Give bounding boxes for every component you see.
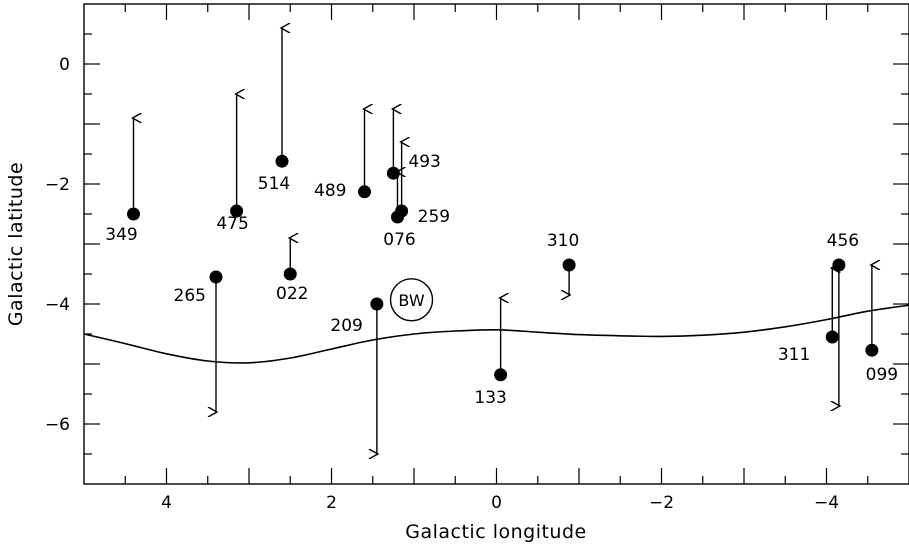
data-point [283,267,297,281]
y-tick-label: 0 [59,55,70,75]
plot-frame [83,3,909,485]
axis-ticks: 4 2 0 −2 −4 0 −2 −4 −6 [45,4,909,513]
annotation-circle [389,278,434,322]
data-point [395,204,409,218]
point-label: 349 [105,225,137,245]
data-point [127,207,140,221]
point-label: 489 [314,181,346,201]
x-tick-label: −2 [649,493,674,513]
data-point [865,343,879,357]
annotation-label: BW [398,291,424,310]
data-point [825,330,839,344]
y-tick-label: −2 [45,175,70,195]
boundary-curve-layer [83,304,909,364]
data-point [230,204,244,218]
point-label: 310 [547,231,579,251]
point-label: 133 [474,388,506,408]
y-axis-title: Galactic latitude [5,162,27,326]
data-point [494,368,508,382]
x-tick-label: 0 [491,493,502,513]
point-label: 076 [383,230,415,250]
point-label: 311 [778,345,810,365]
point-label: 259 [418,207,450,227]
x-tick-label: −4 [814,493,839,513]
data-point [358,185,371,199]
data-point [370,297,384,311]
point-label: 022 [276,284,308,304]
point-label: 475 [216,214,248,234]
data-point [832,258,846,272]
x-axis-title: Galactic longitude [405,521,586,543]
boundary-curve [83,304,909,364]
x-tick-label: 4 [161,493,172,513]
point-label: 493 [408,152,440,172]
point-label: 265 [174,286,206,306]
point-label: 456 [827,231,859,251]
y-tick-label: −4 [45,295,70,315]
y-tick-label: −6 [45,415,70,435]
point-label: 209 [330,316,362,336]
x-tick-label: 2 [326,493,337,513]
point-label: 514 [258,174,290,194]
annotation-layer: BW [389,278,434,322]
data-point [209,270,223,284]
data-point [275,154,289,168]
data-point [562,258,576,272]
point-label: 099 [866,365,898,385]
